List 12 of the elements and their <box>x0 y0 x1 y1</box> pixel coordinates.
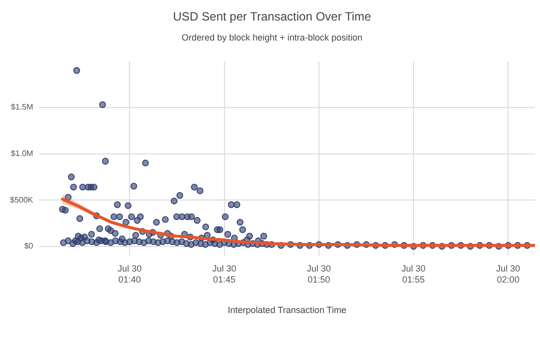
x-tick-label: Jul 30 01:45 <box>212 263 236 284</box>
x-tick-label: Jul 30 01:50 <box>306 263 331 284</box>
x-tick-label: Jul 30 01:40 <box>118 263 142 284</box>
chart-title: USD Sent per Transaction Over Time <box>172 10 372 24</box>
y-tick-label: $1.0M <box>10 148 34 158</box>
x-tick-label: Jul 30 01:55 <box>402 263 426 284</box>
x-tick-label: Jul 30 02:00 <box>496 263 520 284</box>
chart-subtitle: Ordered by block height + intra-block position <box>182 32 362 42</box>
y-tick-label: $0 <box>24 242 34 251</box>
y-tick-label: $1.5M <box>10 102 34 112</box>
x-axis-title: Interpolated Transaction Time <box>228 305 346 316</box>
y-tick-label: $500K <box>10 195 34 204</box>
